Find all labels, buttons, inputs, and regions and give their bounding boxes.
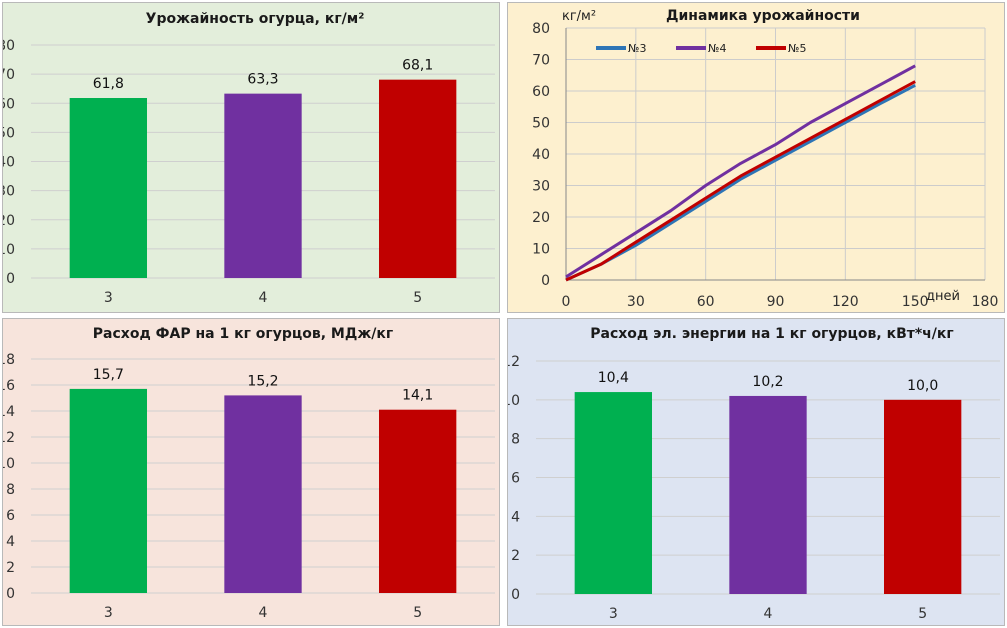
x-tick-label: 3 [609,606,618,622]
y-tick-label: 0 [541,273,550,289]
y-tick-label: 10 [508,393,520,409]
data-label: 10,2 [752,374,783,390]
bar-3 [574,392,652,594]
x-tick-label: 4 [259,605,268,621]
x-tick-label: 3 [104,605,113,621]
y-tick-label: 10 [532,242,550,258]
yield-dynamics-chart-panel: Динамика урожайности кг/м² 0 10 20 30 40 50 60 70… [507,2,1005,313]
x-tick-label: 180 [972,294,999,310]
y-tick-label: 0 [6,586,15,602]
y-tick-label: 70 [532,53,550,69]
bar-3 [69,388,147,593]
y-tick-label: 50 [532,116,550,132]
bar-3 [69,98,147,278]
energy-consumption-chart: Расход эл. энергии на 1 кг огурцов, кВт*… [508,326,1000,622]
data-label: 15,2 [247,373,278,389]
y-tick-label: 80 [3,38,15,54]
x-tick-label: 5 [413,605,422,621]
y-tick-label: 80 [532,21,550,37]
legend-label: №4 [708,42,726,55]
bar-5 [379,79,457,278]
yield-bar-chart-panel: Урожайность огурца, кг/м² 0 10 20 30 40 50 60 70… [2,2,500,313]
bar-4 [224,93,302,278]
y-tick-label: 2 [6,560,15,576]
x-tick-label: 4 [259,290,268,306]
series-line-1 [565,83,916,282]
series-line-3 [565,80,916,282]
data-label: 63,3 [247,72,278,88]
x-tick-label: 0 [562,294,571,310]
bar-4 [729,395,807,594]
y-tick-label: 16 [3,378,15,394]
chart-title: Урожайность огурца, кг/м² [146,11,365,27]
y-tick-label: 20 [3,213,15,229]
x-tick-label: 5 [918,606,927,622]
y-tick-label: 30 [3,184,15,200]
x-tick-label: 150 [902,294,929,310]
legend-label: №5 [788,42,806,55]
yield-bar-chart: Урожайность огурца, кг/м² 0 10 20 30 40 50 60 70… [3,11,495,306]
y-tick-label: 0 [6,271,15,287]
x-axis-label: дней [926,289,960,304]
x-tick-label: 4 [764,606,773,622]
y-tick-label: 50 [3,125,15,141]
y-tick-label: 12 [508,354,520,370]
chart-title: Расход ФАР на 1 кг огурцов, МДж/кг [93,326,393,342]
bar-5 [379,409,457,593]
data-label: 68,1 [402,58,433,74]
y-tick-label: 6 [511,471,520,487]
par-consumption-chart-panel: Расход ФАР на 1 кг огурцов, МДж/кг 0 2 4 6 8 1… [2,318,500,626]
x-tick-label: 5 [413,290,422,306]
chart-title: Динамика урожайности [666,8,860,24]
data-label: 10,0 [907,378,938,394]
data-label: 15,7 [93,367,124,383]
y-tick-label: 12 [3,430,15,446]
data-label: 10,4 [598,370,629,386]
y-tick-label: 14 [3,404,15,420]
data-label: 61,8 [93,76,124,92]
y-tick-label: 70 [3,67,15,83]
x-tick-label: 120 [832,294,859,310]
y-tick-label: 40 [532,147,550,163]
series-line-2 [565,64,916,279]
yield-dynamics-chart: Динамика урожайности кг/м² 0 10 20 30 40 50 60 70… [532,8,999,310]
y-tick-label: 18 [3,352,15,368]
y-tick-label: 40 [3,155,15,171]
y-tick-label: 0 [511,587,520,603]
y-tick-label: 20 [532,210,550,226]
x-tick-label: 60 [697,294,715,310]
energy-consumption-chart-panel: Расход эл. энергии на 1 кг огурцов, кВт*… [507,318,1005,626]
y-tick-label: 60 [532,84,550,100]
y-tick-label: 4 [511,509,520,525]
x-tick-label: 90 [767,294,785,310]
y-tick-label: 8 [6,482,15,498]
y-tick-label: 6 [6,508,15,524]
y-tick-label: 10 [3,242,15,258]
bar-4 [224,395,302,593]
x-tick-label: 3 [104,290,113,306]
chart-title: Расход эл. энергии на 1 кг огурцов, кВт*… [590,326,953,342]
y-tick-label: 8 [511,432,520,448]
par-consumption-chart: Расход ФАР на 1 кг огурцов, МДж/кг 0 2 4 6 8 1… [3,326,495,621]
bar-5 [884,399,962,594]
legend-label: №3 [628,42,646,55]
y-tick-label: 60 [3,96,15,112]
x-tick-label: 30 [627,294,645,310]
y-tick-label: 2 [511,548,520,564]
y-tick-label: 4 [6,534,15,550]
y-axis-label: кг/м² [562,9,596,24]
y-tick-label: 30 [532,179,550,195]
data-label: 14,1 [402,388,433,404]
y-tick-label: 10 [3,456,15,472]
